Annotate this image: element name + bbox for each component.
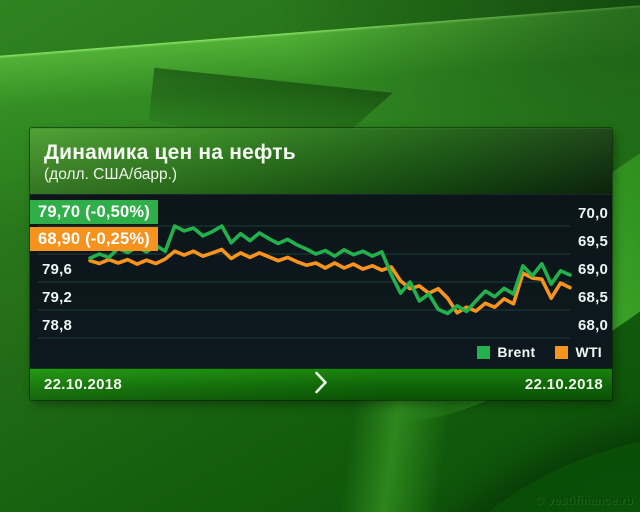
brent-line	[88, 224, 572, 316]
panel-subtitle: (долл. США/барр.)	[44, 166, 178, 183]
left-axis-tick: 78,8	[42, 317, 72, 334]
date-end: 22.10.2018	[524, 376, 603, 393]
right-axis-tick: 70,0	[578, 205, 608, 222]
legend-item-brent: Brent	[477, 344, 535, 360]
right-axis-tick: 69,5	[578, 233, 608, 250]
date-bar: 22.10.2018 22.10.2018	[30, 368, 612, 400]
watermark: © vestifinance.ru	[535, 495, 633, 507]
date-start: 22.10.2018	[44, 376, 123, 393]
wti-swatch-icon	[555, 345, 569, 359]
price-chart: 80,480,079,679,278,8 70,069,569,068,568,…	[30, 194, 612, 368]
next-chevron-icon[interactable]	[314, 370, 328, 399]
right-axis-tick: 68,5	[578, 289, 608, 306]
left-axis-tick: 79,6	[42, 261, 72, 278]
right-axis-tick: 68,0	[578, 317, 608, 334]
legend-item-wti: WTI	[555, 344, 602, 360]
wti-price-badge: 68,90 (-0,25%)	[30, 227, 158, 251]
chart-legend: Brent WTI	[477, 344, 602, 360]
brent-price-badge: 79,70 (-0,50%)	[30, 200, 158, 224]
right-axis-tick: 69,0	[578, 261, 608, 278]
page-title: Динамика цен на нефть	[44, 141, 296, 164]
brent-swatch-icon	[477, 345, 491, 359]
wti-line	[88, 247, 572, 315]
background-light-swath	[339, 385, 453, 512]
panel-header: Динамика цен на нефть (долл. США/барр.)	[30, 128, 612, 194]
chart-canvas	[38, 224, 572, 339]
legend-label-brent: Brent	[497, 344, 536, 360]
oil-price-panel: Динамика цен на нефть (долл. США/барр.) …	[30, 128, 612, 400]
left-axis-tick: 79,2	[42, 289, 72, 306]
legend-label-wti: WTI	[575, 344, 602, 360]
